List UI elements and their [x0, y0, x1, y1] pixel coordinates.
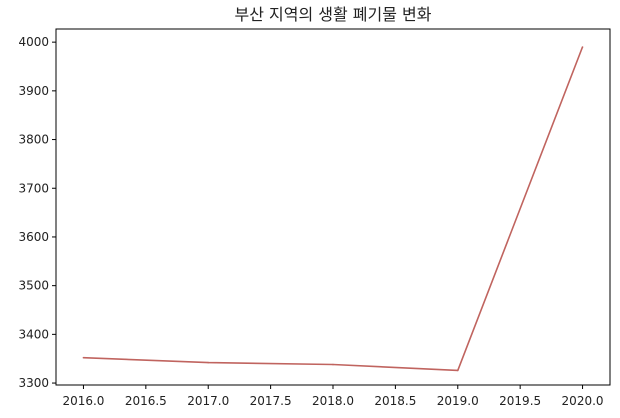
x-tick-label: 2018.0 — [312, 394, 354, 408]
x-tick-label: 2016.5 — [125, 394, 167, 408]
chart-title: 부산 지역의 생활 폐기물 변화 — [235, 5, 432, 24]
y-tick: 3900 — [18, 84, 56, 98]
x-tick: 2018.5 — [374, 385, 416, 408]
y-tick-label: 3600 — [18, 230, 49, 244]
x-tick-label: 2018.5 — [374, 394, 416, 408]
y-tick-label: 3500 — [18, 279, 49, 293]
y-tick: 3700 — [18, 181, 56, 195]
x-tick-label: 2016.0 — [62, 394, 104, 408]
x-tick: 2019.0 — [437, 385, 479, 408]
x-tick: 2016.0 — [62, 385, 104, 408]
data-point — [207, 361, 210, 364]
data-point — [332, 363, 334, 366]
x-tick: 2016.5 — [125, 385, 167, 408]
data-point — [581, 46, 584, 48]
y-axis: 3300 3400 3500 3600 3700 3800 3900 4000 — [18, 35, 56, 390]
y-tick: 3500 — [18, 279, 56, 293]
y-tick-label: 3300 — [18, 376, 49, 390]
plot-area-frame — [55, 28, 611, 386]
y-tick-label: 3700 — [18, 181, 49, 195]
x-axis: 2016.0 2016.5 2017.0 2017.5 2018.0 2018.5 2019… — [62, 385, 604, 408]
y-tick-label: 3900 — [18, 84, 49, 98]
x-tick: 2019.5 — [499, 385, 541, 408]
x-tick: 2017.0 — [187, 385, 229, 408]
y-tick: 3800 — [18, 133, 56, 147]
y-tick: 3300 — [18, 376, 56, 390]
data-point — [82, 356, 85, 359]
x-tick: 2017.5 — [250, 385, 292, 408]
x-tick-label: 2017.0 — [187, 394, 229, 408]
y-tick: 4000 — [18, 35, 56, 49]
x-tick: 2018.0 — [312, 385, 354, 408]
x-tick-label: 2020.0 — [562, 394, 604, 408]
x-tick-label: 2019.0 — [437, 394, 479, 408]
series-line — [83, 46, 584, 372]
x-tick-label: 2017.5 — [250, 394, 292, 408]
y-tick-label: 4000 — [18, 35, 49, 49]
y-tick-label: 3800 — [18, 133, 49, 147]
y-tick: 3600 — [18, 230, 56, 244]
y-tick-label: 3400 — [18, 327, 49, 341]
y-tick: 3400 — [18, 327, 56, 341]
data-point — [456, 369, 459, 372]
x-tick-label: 2019.5 — [499, 394, 541, 408]
series-layer — [82, 46, 584, 372]
x-tick: 2020.0 — [562, 385, 604, 408]
